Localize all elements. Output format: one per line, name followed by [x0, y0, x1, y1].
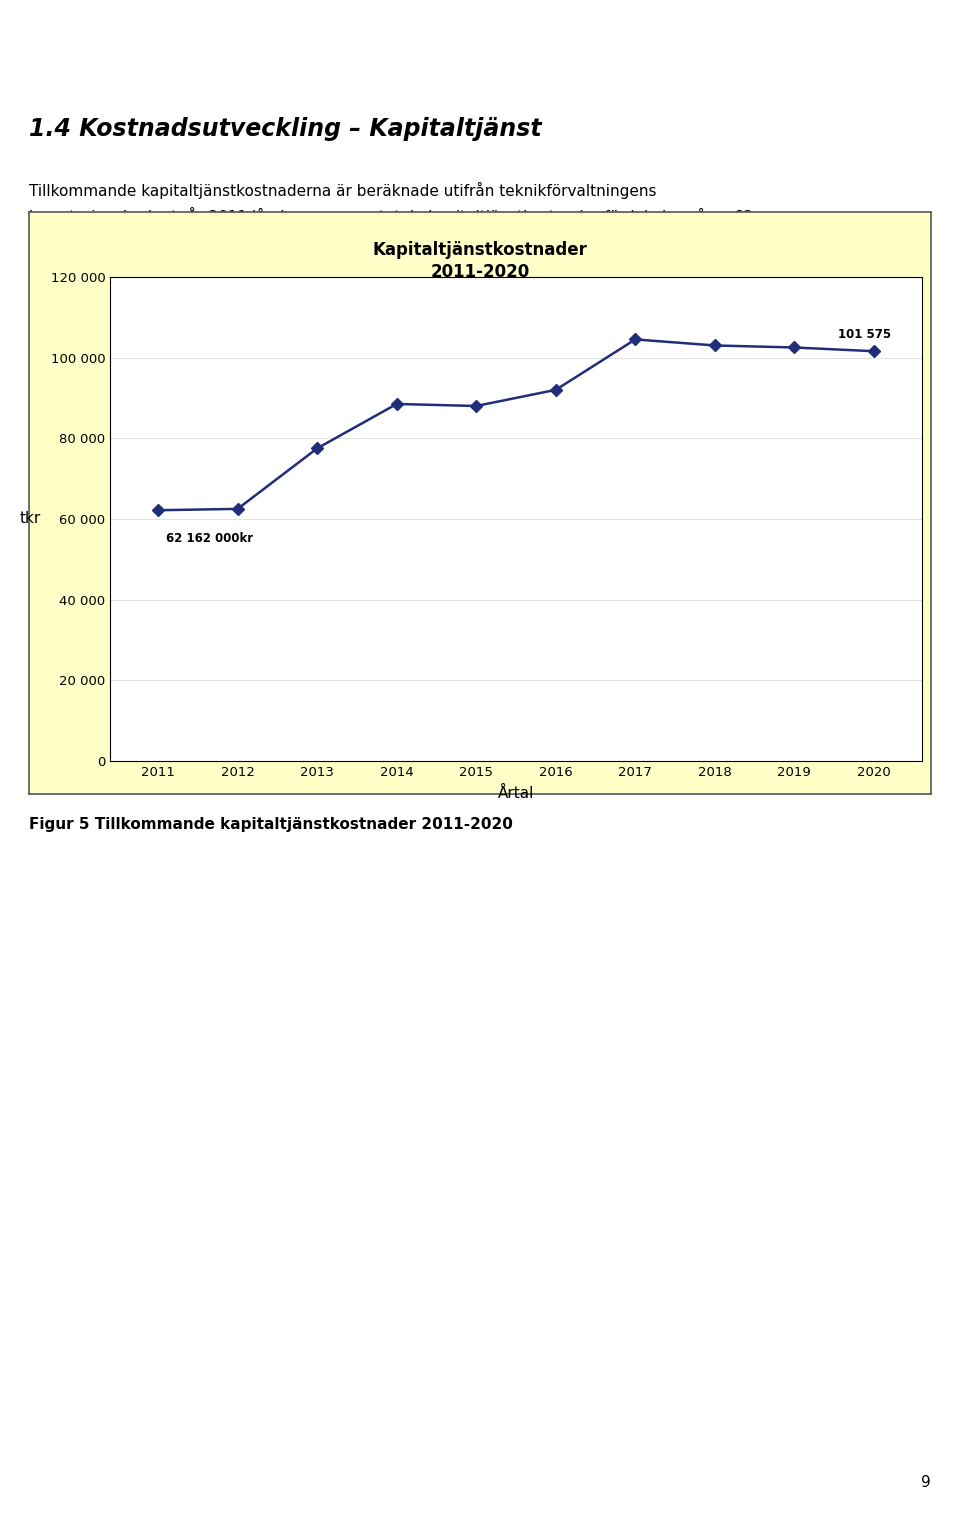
- Text: 1.4 Kostnadsutveckling – Kapitaltjänst: 1.4 Kostnadsutveckling – Kapitaltjänst: [29, 117, 541, 141]
- Text: 9: 9: [922, 1475, 931, 1490]
- Text: Figur 5 Tillkommande kapitaltjänstkostnader 2011-2020: Figur 5 Tillkommande kapitaltjänstkostna…: [29, 817, 513, 832]
- Y-axis label: tkr: tkr: [19, 511, 40, 527]
- X-axis label: Årtal: Årtal: [498, 785, 534, 800]
- Text: 62 162 000kr: 62 162 000kr: [166, 533, 253, 545]
- Text: Tillkommande kapitaltjänstkostnaderna är beräknade utifrån teknikförvaltningens
: Tillkommande kapitaltjänstkostnaderna är…: [29, 182, 753, 268]
- Text: 101 575: 101 575: [838, 328, 891, 340]
- Text: Kapitaltjänstkostnader
2011-2020: Kapitaltjänstkostnader 2011-2020: [372, 241, 588, 281]
